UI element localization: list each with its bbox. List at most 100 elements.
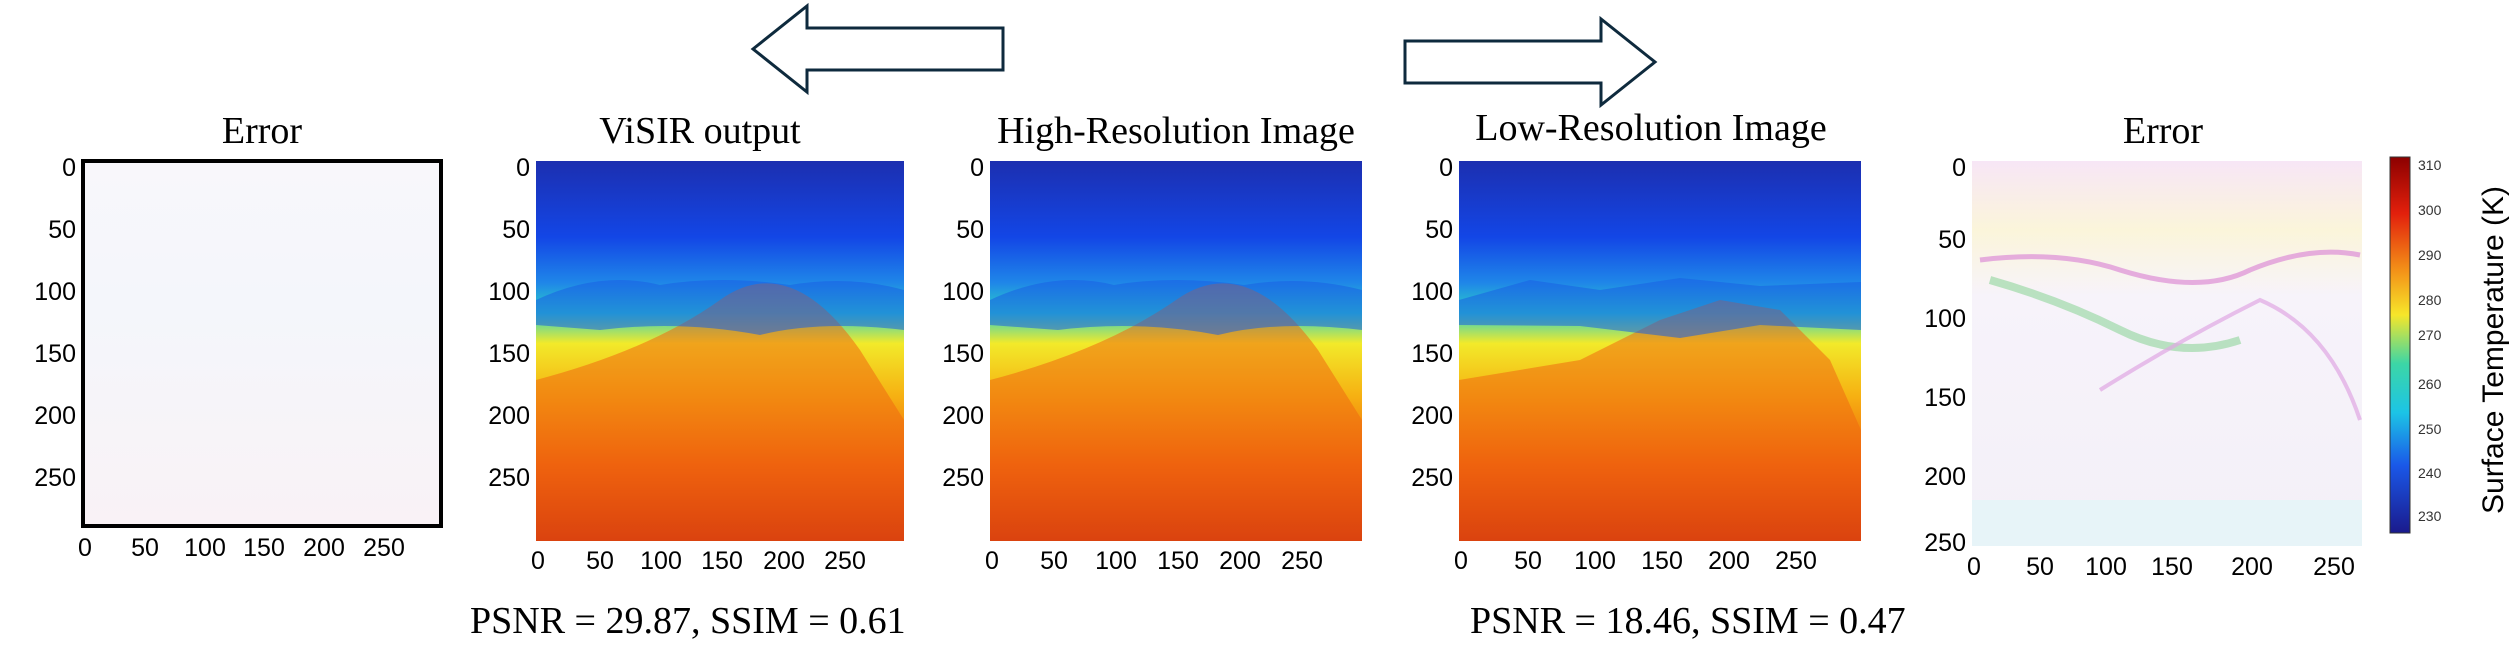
y-tick: 50 [502, 216, 530, 244]
y-tick: 200 [488, 402, 530, 430]
y-tick: 100 [34, 278, 76, 306]
panel-title: ViSIR output [599, 110, 801, 152]
y-tick: 0 [970, 154, 984, 182]
panel-title: High-Resolution Image [997, 110, 1355, 152]
colorbar-tick: 290 [2418, 247, 2442, 263]
panel-error-right: Error 0 50 100 150 200 250 0 50 100 150 … [1924, 110, 2362, 581]
y-axis-ticks: 0 50 100 150 200 250 [1924, 154, 1966, 557]
colorbar-tick: 250 [2418, 421, 2442, 437]
y-tick: 250 [34, 464, 76, 492]
y-axis-ticks: 0 50 100 150 200 250 [942, 154, 984, 492]
y-axis-ticks: 0 50 100 150 200 250 [1411, 154, 1453, 492]
error-structure [2098, 297, 2362, 421]
cloud-band [536, 280, 904, 335]
colorbar-tick: 230 [2418, 508, 2442, 524]
y-tick: 150 [488, 340, 530, 368]
y-tick: 0 [516, 154, 530, 182]
y-tick: 100 [942, 278, 984, 306]
x-axis-ticks: 0 50 100 150 200 250 [531, 547, 866, 575]
x-tick: 50 [1040, 547, 1068, 575]
colorbar-label: Surface Temperature (K) [2477, 186, 2510, 514]
x-tick: 100 [2085, 553, 2127, 581]
x-tick: 50 [1514, 547, 1542, 575]
x-tick: 250 [2313, 553, 2355, 581]
colorbar-tick: 240 [2418, 465, 2442, 481]
y-tick: 50 [956, 216, 984, 244]
panel-title: Error [222, 110, 303, 152]
colorbar-tick: 260 [2418, 376, 2442, 392]
x-tick: 200 [763, 547, 805, 575]
y-tick: 100 [1924, 305, 1966, 333]
x-tick: 250 [363, 534, 405, 562]
y-tick: 0 [62, 154, 76, 182]
x-tick: 200 [2231, 553, 2273, 581]
y-tick: 250 [942, 464, 984, 492]
y-tick: 200 [942, 402, 984, 430]
panel-low-resolution: Low-Resolution Image 0 50 100 150 200 25… [1411, 107, 1861, 575]
x-axis-ticks: 0 50 100 150 200 250 [1967, 553, 2355, 581]
x-tick: 200 [303, 534, 345, 562]
y-tick: 100 [488, 278, 530, 306]
colorbar-gradient [2389, 156, 2411, 534]
x-tick: 100 [1095, 547, 1137, 575]
warm-dome [1459, 300, 1861, 541]
y-axis-ticks: 0 50 100 150 200 250 [34, 154, 76, 492]
x-tick: 0 [1454, 547, 1468, 575]
x-tick: 250 [1775, 547, 1817, 575]
panel-error-left: Error 0 50 100 150 200 250 0 50 100 150 … [34, 110, 443, 562]
cloud-band [990, 280, 1362, 335]
panel-visir-output: ViSIR output 0 50 100 150 200 250 0 50 1… [488, 110, 904, 575]
y-tick: 50 [1938, 226, 1966, 254]
y-tick: 0 [1439, 154, 1453, 182]
error-map-faint [81, 159, 443, 528]
y-tick: 150 [34, 340, 76, 368]
warm-dome [536, 283, 904, 541]
x-tick: 250 [1281, 547, 1323, 575]
y-tick: 150 [1411, 340, 1453, 368]
x-tick: 0 [531, 547, 545, 575]
x-tick: 150 [1641, 547, 1683, 575]
colorbar-tick: 270 [2418, 327, 2442, 343]
y-tick: 200 [34, 402, 76, 430]
x-tick: 150 [701, 547, 743, 575]
colorbar-tick: 310 [2418, 157, 2442, 173]
error-map-strong [1972, 161, 2362, 546]
x-tick: 200 [1708, 547, 1750, 575]
x-tick: 0 [1967, 553, 1981, 581]
colorbar-tick: 300 [2418, 202, 2442, 218]
x-axis-ticks: 0 50 100 150 200 250 [985, 547, 1323, 575]
error-structure [1988, 276, 2242, 352]
x-axis-ticks: 0 50 100 150 200 250 [1454, 547, 1817, 575]
error-bottom-band [1972, 500, 2362, 546]
y-tick: 150 [942, 340, 984, 368]
x-tick: 150 [243, 534, 285, 562]
y-tick: 250 [1411, 464, 1453, 492]
y-axis-ticks: 0 50 100 150 200 250 [488, 154, 530, 492]
y-tick: 250 [1924, 529, 1966, 557]
arrow-right-icon [1403, 15, 1658, 109]
x-tick: 50 [2026, 553, 2054, 581]
x-tick: 0 [78, 534, 92, 562]
x-tick: 0 [985, 547, 999, 575]
panel-title: Error [2123, 110, 2204, 152]
x-tick: 250 [824, 547, 866, 575]
x-tick: 100 [1574, 547, 1616, 575]
cloud-band [1459, 278, 1861, 338]
y-tick: 150 [1924, 384, 1966, 412]
x-tick: 50 [131, 534, 159, 562]
colorbar-tick: 280 [2418, 292, 2442, 308]
panel-title: Low-Resolution Image [1475, 107, 1826, 149]
y-tick: 0 [1952, 154, 1966, 182]
x-tick: 200 [1219, 547, 1261, 575]
x-tick: 50 [586, 547, 614, 575]
low-res-metrics: PSNR = 18.46, SSIM = 0.47 [1470, 600, 1906, 642]
x-axis-ticks: 0 50 100 150 200 250 [78, 534, 405, 562]
x-tick: 150 [2151, 553, 2193, 581]
warm-dome [990, 283, 1362, 541]
visir-metrics: PSNR = 29.87, SSIM = 0.61 [470, 600, 906, 642]
panel-high-resolution: High-Resolution Image 0 50 100 150 200 2… [942, 110, 1362, 575]
y-tick: 200 [1411, 402, 1453, 430]
y-tick: 250 [488, 464, 530, 492]
x-tick: 100 [640, 547, 682, 575]
